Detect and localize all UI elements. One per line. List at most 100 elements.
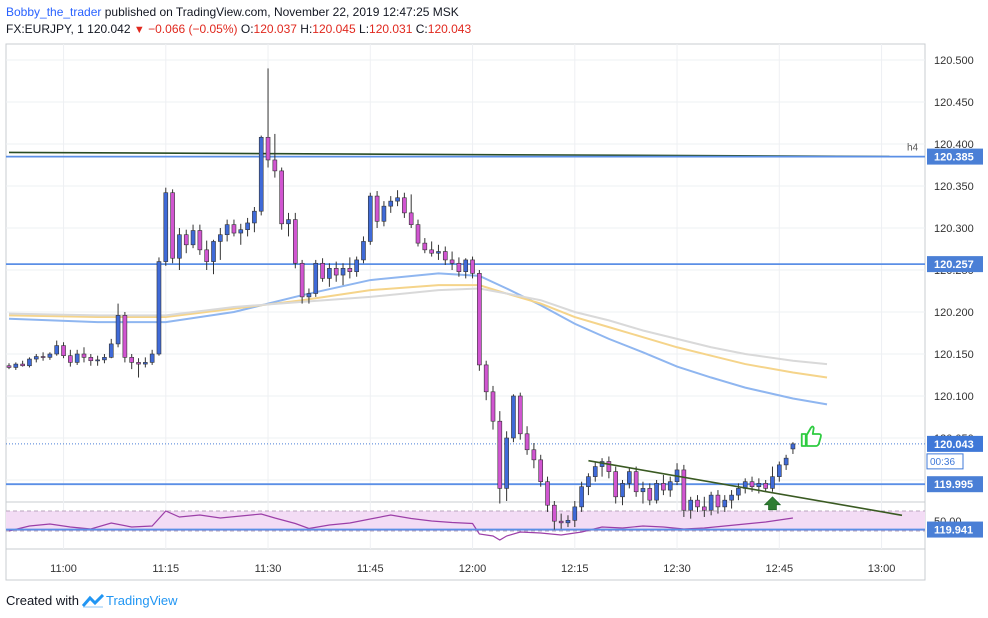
candle xyxy=(763,480,768,492)
candle xyxy=(613,466,618,504)
candle xyxy=(695,495,700,512)
tradingview-brand[interactable]: TradingView xyxy=(105,593,178,608)
level-price-tag[interactable] xyxy=(927,148,983,165)
time-tick-label: 12:45 xyxy=(766,563,794,575)
candle-body xyxy=(47,353,53,358)
candle xyxy=(183,229,189,254)
candle xyxy=(61,342,66,359)
candle-body xyxy=(470,259,475,274)
candle xyxy=(231,219,237,237)
candle-body xyxy=(299,262,305,298)
ohlc-header: FX:EURJPY, 1 120.042 ▼ −0.066 (−0.05%) O… xyxy=(6,22,471,36)
candle xyxy=(742,478,748,494)
candle-body xyxy=(776,464,782,477)
candle xyxy=(627,468,632,489)
candle-body xyxy=(722,499,728,508)
horizontal-levels[interactable]: h4 xyxy=(6,143,925,531)
candle xyxy=(483,360,489,401)
author-link[interactable]: Bobby_the_trader xyxy=(6,5,102,19)
candle xyxy=(367,192,373,245)
candle-body xyxy=(477,273,482,366)
candle xyxy=(531,443,537,469)
candle xyxy=(258,135,264,216)
candle-body xyxy=(68,355,73,363)
candle-body xyxy=(463,259,469,272)
candle xyxy=(552,501,557,530)
candle-body xyxy=(783,457,789,466)
candle xyxy=(770,466,775,492)
candle xyxy=(381,201,387,227)
price-tick-label: 120.450 xyxy=(934,97,974,109)
candle xyxy=(504,431,509,501)
candle-body xyxy=(633,471,639,493)
candle xyxy=(422,238,428,254)
candle xyxy=(545,476,550,512)
candle-body xyxy=(681,469,687,511)
current-price-tag[interactable] xyxy=(927,435,983,452)
candle xyxy=(395,190,400,207)
price-axis[interactable]: 50.00120.500120.450120.400120.350120.300… xyxy=(926,55,983,538)
candle xyxy=(197,224,203,255)
candle-body xyxy=(279,170,284,225)
candle xyxy=(347,257,353,279)
symbol-label[interactable]: FX:EURJPY, 1 xyxy=(6,22,84,36)
candle xyxy=(524,426,530,455)
candle xyxy=(327,263,332,287)
h4-label: h4 xyxy=(907,143,919,154)
candle-body xyxy=(640,488,646,493)
price-tick-label: 120.150 xyxy=(934,349,974,361)
candle-body xyxy=(661,483,666,491)
candle xyxy=(572,501,578,528)
candle-body xyxy=(265,136,271,161)
candle-body xyxy=(306,293,312,298)
candle xyxy=(442,246,448,265)
candle-body xyxy=(361,241,366,261)
candle-body xyxy=(163,192,169,262)
candle-body xyxy=(81,353,87,358)
thumbs-up-icon[interactable] xyxy=(800,425,822,447)
candle xyxy=(783,454,789,470)
time-axis[interactable]: 11:00 11:15 11:30 11:45 12:00 12:15 12:30 12:45… xyxy=(50,563,895,575)
candle xyxy=(95,355,100,366)
footer: Created with TradingView xyxy=(6,593,178,608)
candle xyxy=(565,515,571,528)
candle xyxy=(6,363,12,370)
candle-body xyxy=(436,251,441,254)
candle xyxy=(177,228,182,270)
candle-body xyxy=(272,159,278,172)
candle xyxy=(470,256,475,279)
price-tick-label: 120.100 xyxy=(934,391,974,403)
candle-body xyxy=(374,195,380,222)
candle-body xyxy=(170,192,175,259)
level-price-tag[interactable] xyxy=(927,521,983,538)
trendline[interactable] xyxy=(588,459,903,517)
drawings[interactable] xyxy=(588,425,903,517)
candle xyxy=(497,411,503,504)
price-tick-label: 120.300 xyxy=(934,223,974,235)
level-price-tag[interactable] xyxy=(927,256,983,273)
countdown-tag xyxy=(926,453,964,470)
candle xyxy=(218,228,223,260)
candle xyxy=(272,133,278,178)
candle xyxy=(688,496,693,519)
high-value: 120.045 xyxy=(312,22,356,36)
candle-body xyxy=(258,136,264,212)
candle xyxy=(449,251,455,270)
candle-body xyxy=(749,481,755,488)
last-price: 120.042 xyxy=(87,22,131,36)
candle-body xyxy=(211,241,216,262)
open-label: O: xyxy=(240,22,254,36)
candle xyxy=(729,490,734,509)
candle-body xyxy=(763,483,768,489)
level-price-tag[interactable] xyxy=(927,476,983,493)
low-label: L: xyxy=(359,22,370,36)
candle-body xyxy=(715,494,721,508)
candle xyxy=(102,354,107,364)
up-arrow-icon[interactable] xyxy=(763,496,782,511)
candle xyxy=(340,263,346,286)
candle-body xyxy=(572,506,578,521)
candle-body xyxy=(74,353,80,363)
candle xyxy=(606,456,612,479)
candle-body xyxy=(790,443,796,450)
